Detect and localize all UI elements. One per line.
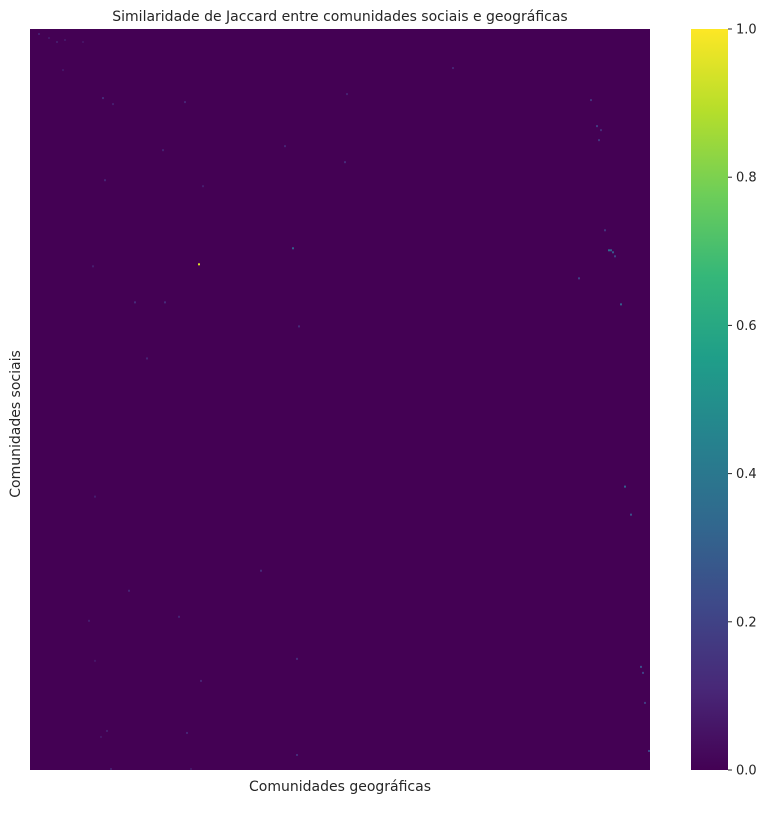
heatmap-cell <box>640 666 642 668</box>
heatmap-cell <box>100 736 102 738</box>
heatmap-cell <box>102 97 104 99</box>
heatmap-cell <box>202 185 204 187</box>
heatmap-cell <box>260 570 262 572</box>
x-axis-label: Comunidades geográficas <box>249 779 431 795</box>
heatmap-cell <box>608 249 610 251</box>
heatmap-cell <box>92 265 94 267</box>
heatmap-cell <box>190 768 192 770</box>
heatmap-cell <box>48 37 50 39</box>
heatmap-cell <box>598 139 600 141</box>
heatmap-cell <box>56 41 58 43</box>
heatmap-cell <box>298 325 300 327</box>
heatmap-cell <box>200 680 202 682</box>
heatmap-cell <box>62 69 64 71</box>
heatmap-cell <box>284 145 286 147</box>
heatmap-cell <box>146 357 148 359</box>
colorbar-ticks: 0.0 0.2 0.4 0.6 0.8 1.0 <box>728 23 757 779</box>
heatmap-cell <box>642 672 644 674</box>
colorbar: 0.0 0.2 0.4 0.6 0.8 1.0 <box>691 23 757 779</box>
heatmap-cell <box>198 263 200 265</box>
heatmap-cell <box>64 39 66 41</box>
colorbar-gradient <box>691 29 728 770</box>
heatmap-cell <box>346 93 348 95</box>
heatmap-cell <box>644 702 646 704</box>
heatmap-cell <box>604 229 606 231</box>
heatmap-cell <box>164 301 166 303</box>
heatmap-background <box>30 29 650 770</box>
heatmap-cell <box>612 251 614 253</box>
heatmap-cell <box>82 41 84 43</box>
colorbar-tick-label: 0.0 <box>736 764 757 779</box>
heatmap-cell <box>610 249 612 251</box>
colorbar-tick-label: 0.8 <box>736 171 757 186</box>
heatmap-cell <box>104 179 106 181</box>
heatmap-plot-area <box>30 29 650 770</box>
heatmap-cell <box>186 732 188 734</box>
heatmap-cell <box>624 486 626 488</box>
heatmap-cell <box>94 660 96 662</box>
colorbar-tick-label: 0.4 <box>736 467 757 482</box>
heatmap-cell <box>296 754 298 756</box>
heatmap-cell <box>620 303 622 305</box>
heatmap-cell <box>110 768 112 770</box>
heatmap-cell <box>112 103 114 105</box>
heatmap-cell <box>600 129 602 131</box>
heatmap-cell <box>94 496 96 498</box>
colorbar-tick-label: 0.6 <box>736 319 757 334</box>
heatmap-cell <box>452 67 454 69</box>
heatmap-cell <box>38 33 40 35</box>
heatmap-cell <box>292 247 294 249</box>
heatmap-cell <box>344 161 346 163</box>
heatmap-cell <box>578 277 580 279</box>
heatmap-cell <box>296 658 298 660</box>
heatmap-cell <box>184 101 186 103</box>
heatmap-cell <box>596 125 598 127</box>
colorbar-tick-label: 1.0 <box>736 23 757 38</box>
heatmap-cell <box>106 730 108 732</box>
heatmap-cell <box>134 301 136 303</box>
heatmap-cell <box>88 620 90 622</box>
heatmap-cell <box>178 616 180 618</box>
chart-title: Similaridade de Jaccard entre comunidade… <box>112 9 567 25</box>
heatmap-cell <box>614 255 616 257</box>
heatmap-cell <box>590 99 592 101</box>
y-axis-label: Comunidades sociais <box>8 350 24 498</box>
heatmap-cell <box>128 590 130 592</box>
heatmap-cell <box>162 149 164 151</box>
colorbar-tick-label: 0.2 <box>736 615 757 630</box>
heatmap-cell <box>648 750 650 752</box>
heatmap-cell <box>630 514 632 516</box>
